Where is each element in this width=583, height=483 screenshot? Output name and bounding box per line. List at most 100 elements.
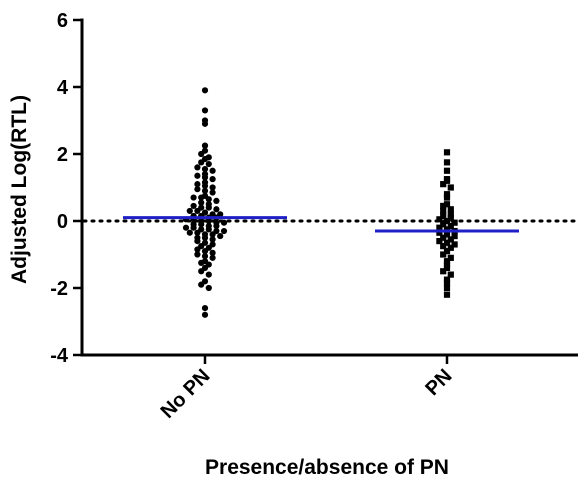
data-point <box>201 147 209 154</box>
data-point <box>451 219 458 226</box>
data-point <box>443 176 451 183</box>
data-point <box>201 248 209 255</box>
x-axis-title: Presence/absence of PN <box>205 456 449 479</box>
data-point <box>447 236 454 243</box>
data-point <box>198 281 205 288</box>
data-point <box>201 179 209 186</box>
data-point <box>205 201 212 208</box>
data-point <box>209 254 216 261</box>
y-axis-ticks: -4 -2 0 2 4 6 <box>50 10 82 367</box>
data-point <box>213 206 220 213</box>
data-point <box>194 238 201 245</box>
data-point <box>209 231 216 238</box>
data-point <box>213 197 220 204</box>
data-point <box>447 211 454 218</box>
x-axis-ticks: No PN PN <box>157 355 457 423</box>
data-point <box>443 239 451 246</box>
data-point <box>182 224 190 231</box>
data-point <box>443 264 451 271</box>
data-point <box>201 253 209 260</box>
data-point <box>205 284 212 292</box>
data-point <box>194 181 201 188</box>
data-point <box>209 236 216 243</box>
data-point <box>447 271 454 278</box>
mean-lines <box>123 216 519 233</box>
data-point <box>220 219 228 226</box>
data-point <box>436 224 443 231</box>
data-point <box>201 209 209 216</box>
data-point <box>201 305 209 312</box>
data-point <box>440 221 447 228</box>
data-point <box>443 149 451 156</box>
data-point <box>443 231 451 238</box>
data-point <box>201 171 209 178</box>
data-point <box>205 271 212 278</box>
data-point <box>198 199 205 206</box>
data-point <box>213 222 220 230</box>
data-point <box>201 187 209 194</box>
y-tick-label: -4 <box>50 345 69 367</box>
data-point <box>443 226 451 233</box>
data-point <box>194 164 201 171</box>
data-point <box>198 268 205 275</box>
data-point <box>209 211 216 218</box>
data-point <box>190 224 197 231</box>
data-point <box>451 241 458 248</box>
data-point <box>201 107 209 114</box>
data-point <box>443 194 451 201</box>
data-point <box>443 167 451 174</box>
data-point <box>440 181 447 188</box>
data-point <box>217 211 224 218</box>
data-point <box>198 221 205 228</box>
data-point <box>440 202 447 210</box>
data-point <box>443 258 451 265</box>
data-point <box>186 229 193 236</box>
data-point <box>201 192 209 199</box>
data-point <box>443 191 451 198</box>
data-point <box>440 212 447 220</box>
y-tick-label: 6 <box>57 10 68 32</box>
data-point <box>447 184 454 191</box>
y-tick-label: 4 <box>57 77 69 99</box>
data-point <box>447 206 454 213</box>
data-point <box>209 189 216 196</box>
data-point <box>447 222 454 230</box>
data-point <box>436 229 443 236</box>
data-point <box>205 160 212 168</box>
data-point <box>209 184 216 191</box>
data-point <box>436 238 443 245</box>
data-point <box>205 226 212 233</box>
data-point <box>201 142 209 149</box>
data-point <box>201 117 209 124</box>
data-point <box>198 204 205 211</box>
data-points <box>182 87 458 318</box>
data-point <box>443 284 451 292</box>
data-point <box>186 207 193 215</box>
data-point <box>447 254 454 261</box>
y-tick-label: 0 <box>57 211 68 233</box>
data-point <box>443 276 451 283</box>
data-point <box>440 251 447 258</box>
data-point <box>201 87 209 94</box>
data-point <box>443 201 451 208</box>
data-point <box>443 159 451 166</box>
data-point <box>440 207 447 215</box>
data-point <box>451 232 458 240</box>
data-point <box>443 291 451 298</box>
data-point <box>201 165 209 173</box>
data-point <box>205 154 212 161</box>
data-point <box>217 232 224 240</box>
x-tick-label: PN <box>421 365 456 400</box>
data-point <box>194 172 201 179</box>
data-point <box>198 259 205 266</box>
data-point <box>194 251 201 258</box>
x-tick-label: No PN <box>157 365 215 423</box>
data-point <box>194 246 201 253</box>
data-point <box>447 244 454 251</box>
data-point <box>440 268 447 275</box>
data-point <box>220 227 228 235</box>
data-point <box>194 186 201 193</box>
data-point <box>201 311 209 318</box>
data-point <box>443 248 451 255</box>
